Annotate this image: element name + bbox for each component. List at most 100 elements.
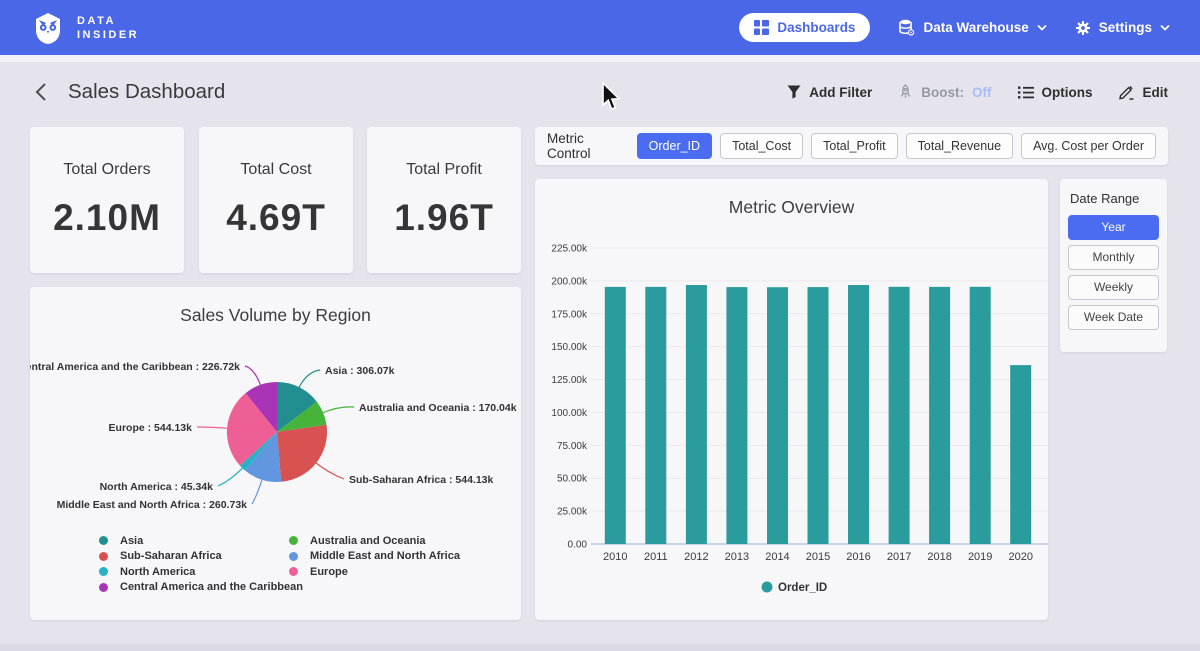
y-tick-label: 150.00k (551, 342, 588, 353)
bar-2011[interactable] (645, 286, 667, 544)
legend-item-australia-and-oceania[interactable]: Australia and Oceania (289, 533, 460, 549)
bar-2018[interactable] (929, 286, 951, 544)
x-tick-label: 2010 (603, 551, 627, 563)
bar-2015[interactable] (807, 287, 829, 544)
x-tick-label: 2020 (1008, 551, 1032, 563)
date-range-weekly[interactable]: Weekly (1068, 275, 1159, 300)
date-range-monthly[interactable]: Monthly (1068, 245, 1159, 270)
date-range-year[interactable]: Year (1068, 215, 1159, 240)
bar-chart-card: Metric Overview 0.00 25.00k 50.00k 75.00k 10… (535, 179, 1048, 620)
bar-legend-item-order-id[interactable]: Order_ID (761, 581, 828, 595)
gear-icon (1075, 20, 1090, 35)
filter-funnel-icon (787, 85, 801, 99)
y-tick-label: 0.00 (568, 540, 588, 551)
legend-item-north-america[interactable]: North America (99, 564, 303, 580)
date-range-title: Date Range (1070, 191, 1140, 206)
legend-label: Central America and the Caribbean (120, 581, 303, 594)
metric-chip-order-id[interactable]: Order_ID (636, 133, 713, 159)
date-range-week-date[interactable]: Week Date (1068, 305, 1159, 330)
subnav-strip (0, 55, 1200, 62)
y-tick-label: 175.00k (551, 309, 588, 320)
y-tick-label: 50.00k (557, 474, 588, 485)
pie-slice-sub-saharan-africa[interactable] (277, 424, 328, 482)
metric-chip-total-cost[interactable]: Total_Cost (720, 133, 804, 159)
pie-label-europe: Europe : 544.13k (109, 422, 193, 434)
dashboards-grid-icon (754, 20, 770, 35)
bar-2017[interactable] (888, 286, 910, 544)
legend-item-middle-east-and-north-africa[interactable]: Middle East and North Africa (289, 549, 460, 565)
bar-2013[interactable] (726, 287, 748, 544)
pie-label-asia: Asia : 306.07k (325, 365, 395, 377)
legend-item-sub-saharan-africa[interactable]: Sub-Saharan Africa (99, 549, 303, 565)
nav-dashboards-button[interactable]: Dashboards (739, 13, 871, 42)
x-tick-label: 2019 (968, 551, 992, 563)
pie-leader-line (217, 466, 244, 487)
kpi-label: Total Cost (240, 161, 312, 178)
database-icon (899, 19, 915, 36)
metric-chip-total-revenue[interactable]: Total_Revenue (905, 133, 1014, 159)
legend-dot (99, 536, 108, 546)
pie-slice-north-america[interactable] (240, 432, 277, 471)
x-tick-label: 2014 (765, 551, 789, 563)
bar-chart-title: Metric Overview (728, 197, 855, 217)
pie-slice-asia[interactable] (277, 382, 317, 432)
edit-label: Edit (1142, 84, 1169, 100)
add-filter-button[interactable]: Add Filter (787, 85, 872, 100)
chevron-down-icon (1037, 24, 1047, 31)
pie-label-middle-east-and-north-africa: Middle East and North Africa : 260.73k (57, 499, 248, 511)
metric-chip-group: Order_ID Total_Cost Total_Profit Total_Reve… (636, 133, 1156, 159)
date-range-panel: Date Range Year Monthly Weekly Week Date (1060, 179, 1167, 352)
page-title: Sales Dashboard (68, 80, 226, 103)
nav-data-warehouse[interactable]: Data Warehouse (898, 19, 1047, 36)
kpi-value: 4.69T (226, 197, 326, 238)
brand-line2: INSIDER (77, 28, 140, 41)
options-button[interactable]: Options (1017, 85, 1093, 100)
legend-dot (99, 582, 108, 592)
metric-chip-avg-cost-per-order[interactable]: Avg. Cost per Order (1021, 133, 1156, 159)
bar-chart: 0.00 25.00k 50.00k 75.00k 100.00k 125.00k 150.… (551, 244, 1048, 595)
boost-value: Off (972, 84, 992, 100)
bar-2020[interactable] (1010, 365, 1032, 544)
legend-label: North America (120, 565, 196, 578)
legend-item-europe[interactable]: Europe (289, 564, 460, 580)
y-tick-label: 225.00k (551, 244, 588, 255)
x-tick-label: 2016 (846, 551, 870, 563)
bar-2019[interactable] (969, 286, 991, 544)
pie-slice-australia-and-oceania[interactable] (277, 401, 327, 432)
x-tick-label: 2013 (725, 551, 749, 563)
legend-label: Middle East and North Africa (310, 550, 460, 563)
legend-item-central-america-and-the-caribbean[interactable]: Central America and the Caribbean (99, 580, 303, 596)
nav-settings[interactable]: Settings (1075, 20, 1170, 36)
metric-chip-total-profit[interactable]: Total_Profit (811, 133, 898, 159)
bar-2016[interactable] (848, 285, 869, 544)
x-tick-label: 2017 (887, 551, 911, 563)
bar-2010[interactable] (604, 286, 626, 544)
edit-pencil-icon (1118, 85, 1133, 100)
pie-slice-middle-east-and-north-africa[interactable] (244, 432, 282, 482)
brand-logo[interactable]: DATA INSIDER (30, 10, 139, 46)
top-navbar: DATA INSIDER Dashboards (0, 0, 1200, 55)
edit-button[interactable]: Edit (1118, 84, 1169, 100)
kpi-card-total-orders: Total Orders 2.10M (30, 127, 184, 273)
pie-slice-central-america-and-the-caribbean[interactable] (245, 382, 277, 432)
kpi-value: 1.96T (394, 197, 494, 238)
boost-toggle[interactable]: Boost: Off (898, 84, 992, 100)
x-tick-label: 2012 (684, 551, 708, 563)
pie-chart: Asia : 306.07k Australia and Oceania : 17… (30, 361, 517, 511)
nav-settings-label: Settings (1098, 20, 1152, 35)
legend-dot (289, 551, 298, 561)
pie-leader-line (196, 426, 229, 429)
bar-2012[interactable] (685, 285, 707, 544)
x-tick-label: 2018 (927, 551, 951, 563)
pie-slice-europe[interactable] (226, 393, 277, 466)
metric-control-bar: Metric Control Order_ID Total_Cost Total_P… (535, 127, 1168, 165)
kpi-label: Total Profit (406, 161, 482, 178)
legend-label: Asia (120, 534, 144, 547)
kpi-value: 2.10M (53, 197, 161, 238)
legend-dot (289, 567, 298, 577)
legend-item-asia[interactable]: Asia (99, 533, 303, 549)
bar-2014[interactable] (767, 287, 788, 544)
pie-leader-line (315, 462, 345, 480)
back-button[interactable] (30, 81, 52, 103)
